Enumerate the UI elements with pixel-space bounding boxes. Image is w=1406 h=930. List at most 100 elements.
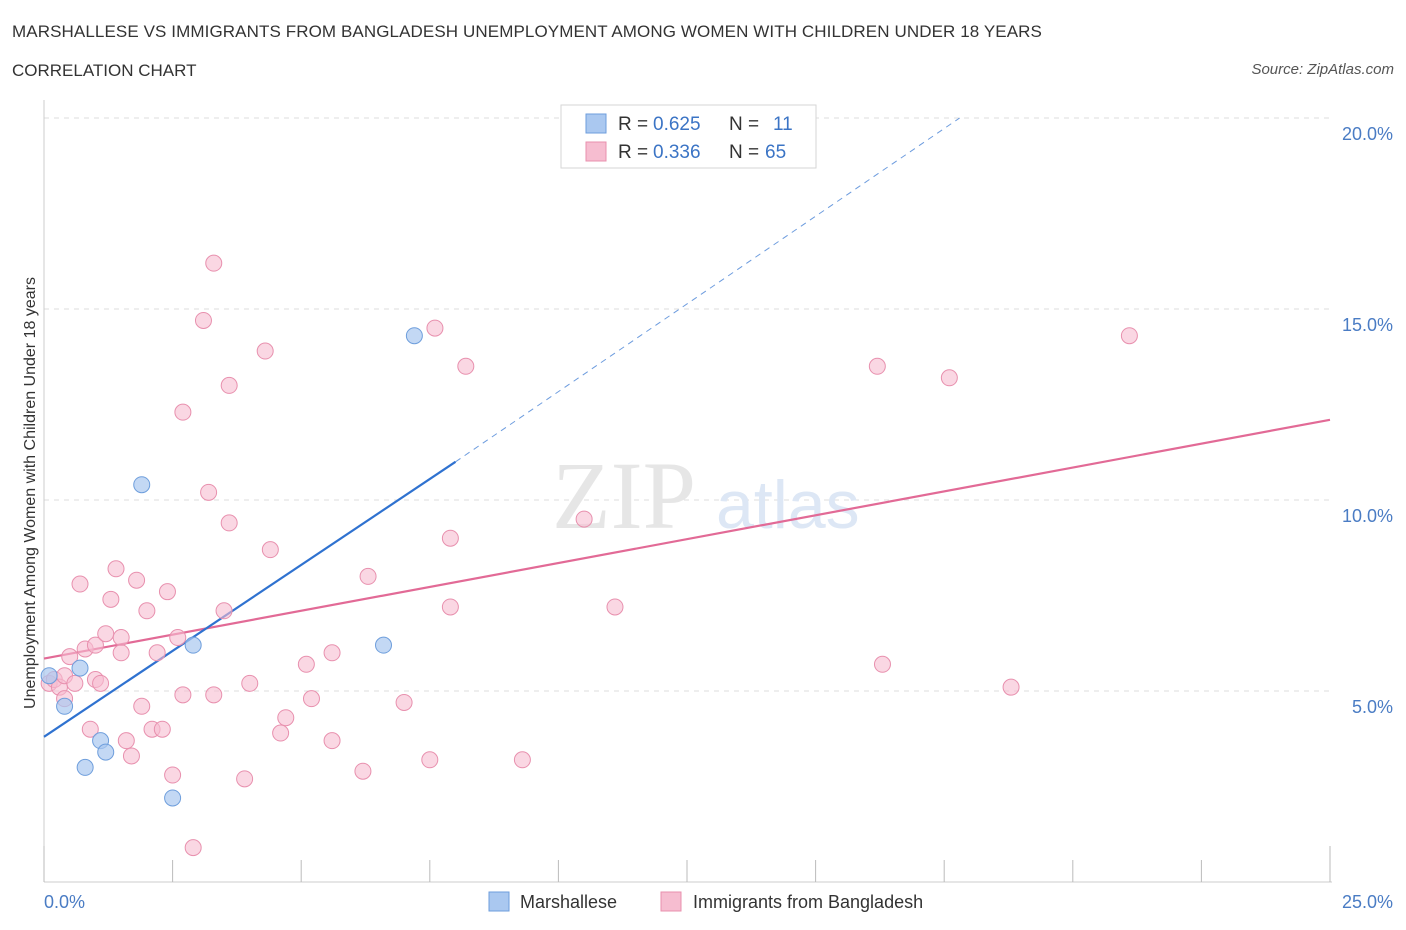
point-bangladesh-13 [97,625,115,643]
legend-r-value-1: 0.625 [653,114,701,135]
point-bangladesh-7 [71,575,89,593]
bottom-legend-label-marshallese: Marshallese [520,892,617,912]
trend-line-bangladesh [43,418,1331,660]
point-bangladesh-40 [241,674,259,692]
trend-line-marshallese [43,460,457,738]
point-bangladesh-44 [277,709,295,727]
point-bangladesh-52 [421,751,439,769]
legend-swatch-bangladesh [585,141,607,162]
point-marshallese-1 [56,697,74,715]
data-points [40,254,1138,857]
point-bangladesh-62 [940,369,958,387]
point-bangladesh-45 [297,655,315,673]
point-marshallese-7 [164,789,182,807]
axes [43,100,1332,883]
point-bangladesh-11 [86,636,104,654]
point-bangladesh-36 [215,602,233,620]
trend-line-marshallese-extension [455,117,960,463]
x-tick-label-1: 25.0% [1342,892,1393,912]
legend-n-label-2: N = [729,142,759,163]
point-bangladesh-12 [92,674,110,692]
point-bangladesh-60 [868,357,886,375]
point-bangladesh-31 [184,839,202,857]
point-bangladesh-58 [575,510,593,528]
point-bangladesh-6 [66,674,84,692]
point-bangladesh-16 [112,629,130,647]
point-bangladesh-17 [112,644,130,662]
legend-r-value-2: 0.336 [653,142,701,163]
point-marshallese-3 [76,758,94,776]
point-bangladesh-50 [359,567,377,585]
watermark-zip: ZIP [552,442,696,549]
trend-lines [43,117,1331,738]
point-bangladesh-49 [354,762,372,780]
point-marshallese-10 [405,327,423,345]
watermark-atlas: atlas [716,467,860,543]
watermark: ZIP atlas [552,442,860,549]
point-marshallese-6 [133,476,151,494]
point-bangladesh-59 [606,598,624,616]
point-marshallese-9 [375,636,393,654]
series-legend: Marshallese Immigrants from Bangladesh [488,891,923,912]
y-axis-label: Unemployment Among Women with Children U… [22,277,39,709]
point-bangladesh-14 [102,590,120,608]
chart-subtitle: CORRELATION CHART [12,61,197,80]
gridlines [44,117,1330,692]
legend-r-label-1: R = [618,114,648,135]
point-bangladesh-48 [323,732,341,750]
legend-r-label-2: R = [618,142,648,163]
point-bangladesh-20 [128,571,146,589]
point-bangladesh-21 [133,697,151,715]
point-marshallese-2 [71,659,89,677]
bottom-legend-swatch-bangladesh [660,891,682,912]
point-bangladesh-24 [148,644,166,662]
bottom-legend-label-bangladesh: Immigrants from Bangladesh [693,892,923,912]
point-bangladesh-32 [194,311,212,329]
point-marshallese-0 [40,667,58,685]
point-bangladesh-27 [164,766,182,784]
point-bangladesh-56 [457,357,475,375]
point-bangladesh-29 [174,686,192,704]
point-bangladesh-42 [261,541,279,559]
point-bangladesh-18 [117,732,135,750]
point-bangladesh-26 [158,583,176,601]
point-bangladesh-19 [122,747,140,765]
point-bangladesh-25 [153,720,171,738]
point-bangladesh-64 [1120,327,1138,345]
x-tick-label-0: 0.0% [44,892,85,912]
legend-n-value-1: 11 [773,114,793,135]
point-bangladesh-63 [1002,678,1020,696]
point-bangladesh-41 [256,342,274,360]
bottom-legend-swatch-marshallese [488,891,510,912]
point-bangladesh-61 [873,655,891,673]
legend-n-value-2: 65 [765,142,786,163]
point-bangladesh-38 [220,376,238,394]
point-bangladesh-9 [81,720,99,738]
point-marshallese-5 [97,743,115,761]
point-bangladesh-53 [426,319,444,337]
chart-title: MARSHALLESE VS IMMIGRANTS FROM BANGLADES… [12,22,1042,41]
legend-n-label-1: N = [729,114,759,135]
y-tick-label-3: 20.0% [1342,124,1393,144]
point-bangladesh-43 [272,724,290,742]
point-marshallese-8 [184,636,202,654]
point-bangladesh-5 [61,648,79,666]
point-bangladesh-51 [395,693,413,711]
stats-legend: R = 0.625 N = 11 R = 0.336 N = 65 [560,104,817,169]
legend-swatch-marshallese [585,113,607,134]
point-bangladesh-15 [107,560,125,578]
point-bangladesh-30 [174,403,192,421]
point-bangladesh-54 [441,598,459,616]
point-bangladesh-28 [169,629,187,647]
y-tick-label-1: 10.0% [1342,506,1393,526]
point-bangladesh-22 [138,602,156,620]
point-bangladesh-46 [302,690,320,708]
point-bangladesh-33 [200,483,218,501]
source-note: Source: ZipAtlas.com [1251,61,1394,78]
point-bangladesh-47 [323,644,341,662]
point-bangladesh-34 [205,686,223,704]
y-tick-label-0: 5.0% [1352,697,1393,717]
point-bangladesh-55 [441,529,459,547]
point-bangladesh-57 [513,751,531,769]
